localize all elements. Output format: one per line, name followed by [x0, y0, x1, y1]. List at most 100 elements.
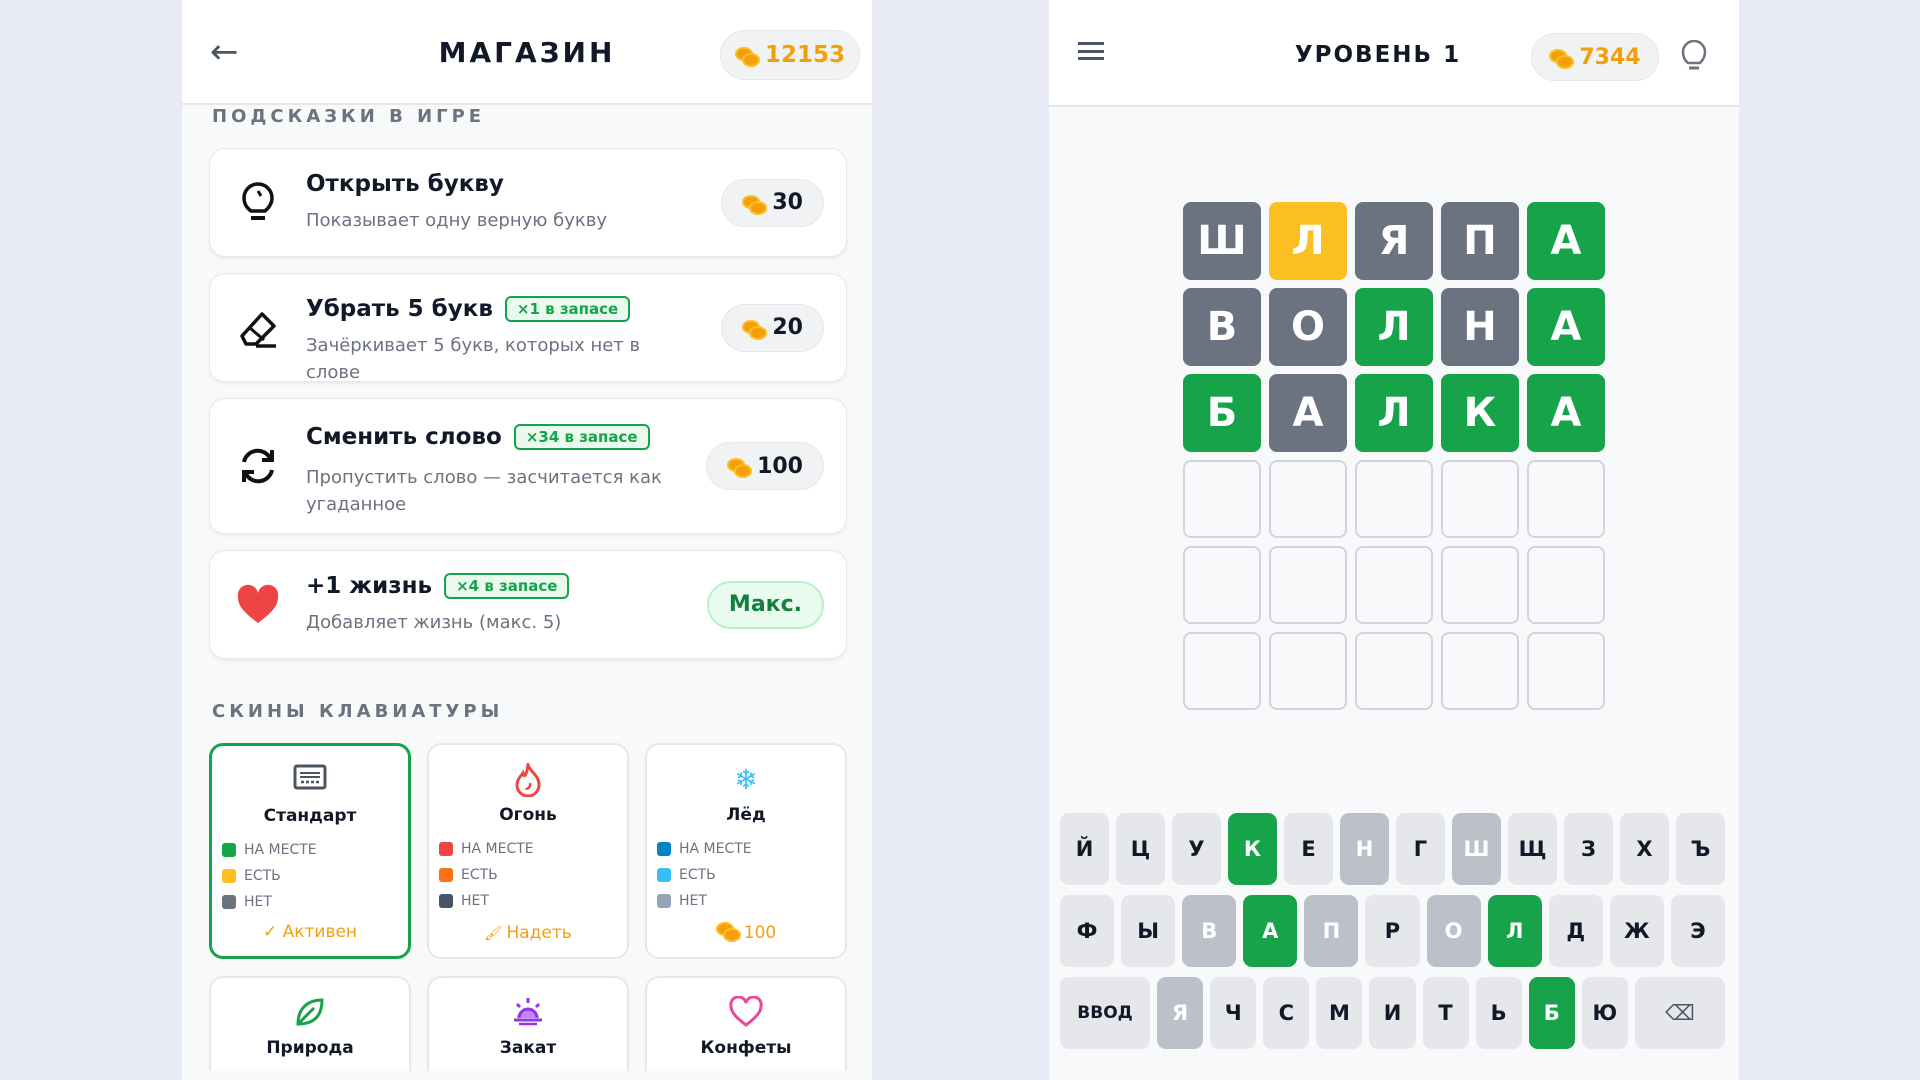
board-tile: [1183, 632, 1261, 710]
skin-card[interactable]: Закат: [427, 976, 629, 1071]
buy-hint-button[interactable]: 20: [721, 303, 824, 352]
letter-key[interactable]: Б: [1528, 977, 1575, 1049]
skin-action[interactable]: 100: [647, 922, 845, 943]
letter-key[interactable]: Ч: [1210, 977, 1257, 1049]
hint-title-row: Убрать 5 букв ×1 в запасе: [306, 296, 631, 322]
hint-title-row: Открыть букву: [306, 171, 504, 197]
skins-section-title: СКИНЫ КЛАВИАТУРЫ: [212, 701, 504, 722]
letter-key[interactable]: Д: [1548, 895, 1603, 967]
letter-key[interactable]: К: [1228, 813, 1277, 885]
max-button[interactable]: Макс.: [706, 580, 824, 629]
shop-screen: ← МАГАЗИН 12153 ПОДСКАЗКИ В ИГРЕ Открыть…: [182, 0, 872, 1080]
letter-key[interactable]: Г: [1396, 813, 1445, 885]
board-tile: А: [1527, 288, 1605, 366]
letter-key[interactable]: З: [1564, 813, 1613, 885]
hint-description: Показывает одну верную букву: [306, 210, 608, 231]
coin-icon: [742, 319, 768, 340]
letter-key[interactable]: Ю: [1581, 977, 1628, 1049]
letter-key[interactable]: Я: [1157, 977, 1204, 1049]
letter-key[interactable]: Й: [1060, 813, 1109, 885]
coin-balance[interactable]: 12153: [720, 30, 860, 80]
letter-key[interactable]: А: [1243, 895, 1298, 967]
letter-key[interactable]: Х: [1620, 813, 1669, 885]
legend-label: НЕТ: [679, 893, 707, 909]
skin-name: Стандарт: [263, 806, 357, 826]
heart-outline-icon: [729, 995, 763, 1030]
stock-badge: ×34 в запасе: [513, 424, 650, 450]
skin-card[interactable]: Конфеты: [645, 976, 847, 1071]
buy-hint-button[interactable]: 100: [706, 442, 824, 490]
coin-icon: [715, 922, 741, 942]
letter-key[interactable]: Ъ: [1676, 813, 1725, 885]
letter-key[interactable]: Т: [1422, 977, 1469, 1049]
letter-key[interactable]: И: [1369, 977, 1416, 1049]
legend-item: НЕТ: [222, 894, 272, 910]
skin-name: Закат: [499, 1038, 557, 1058]
coin-balance[interactable]: 7344: [1531, 33, 1659, 81]
hint-button[interactable]: [1681, 39, 1707, 74]
board-tile: Б: [1183, 374, 1261, 452]
skin-action[interactable]: ✓ Активен: [212, 922, 408, 942]
fire-icon: [511, 759, 545, 798]
game-header: УРОВЕНЬ 1 7344: [1049, 0, 1739, 107]
coin-count: 12153: [764, 42, 846, 68]
letter-key[interactable]: Е: [1284, 813, 1333, 885]
letter-key[interactable]: Н: [1340, 813, 1389, 885]
hint-card: Открыть букву Показывает одну верную букв…: [209, 148, 847, 257]
back-button[interactable]: ←: [210, 32, 239, 72]
board-tile: [1527, 546, 1605, 624]
coin-count: 7344: [1579, 44, 1641, 70]
legend-label: НА МЕСТЕ: [679, 841, 752, 857]
board-tile: [1183, 460, 1261, 538]
skin-card[interactable]: ❄ Лёд НА МЕСТЕ ЕСТЬ НЕТ 100: [645, 743, 847, 959]
board-tile: [1355, 460, 1433, 538]
color-swatch: [222, 895, 236, 909]
skin-action-label: 100: [743, 923, 777, 943]
buy-hint-button[interactable]: 30: [721, 178, 824, 227]
letter-key[interactable]: О: [1426, 895, 1481, 967]
skin-name: Конфеты: [700, 1038, 792, 1058]
hint-description: Зачёркивает 5 букв, которых нет в слове: [306, 335, 641, 383]
letter-key[interactable]: В: [1182, 895, 1237, 967]
skin-action[interactable]: 🖌 Надеть: [429, 923, 627, 943]
menu-button[interactable]: [1078, 42, 1104, 60]
skin-card[interactable]: Природа: [209, 976, 411, 1071]
legend-label: НА МЕСТЕ: [244, 842, 317, 858]
skin-card[interactable]: Стандарт НА МЕСТЕ ЕСТЬ НЕТ ✓ Активен: [209, 743, 411, 959]
letter-key[interactable]: Э: [1670, 895, 1725, 967]
letter-key[interactable]: М: [1316, 977, 1363, 1049]
keyboard-icon: [293, 764, 327, 798]
letter-key[interactable]: Ж: [1609, 895, 1664, 967]
backspace-key[interactable]: ⌫: [1634, 977, 1725, 1049]
letter-key[interactable]: Ь: [1475, 977, 1522, 1049]
legend-label: НА МЕСТЕ: [461, 841, 534, 857]
skin-name: Природа: [266, 1038, 354, 1058]
letter-key[interactable]: С: [1263, 977, 1310, 1049]
color-swatch: [222, 869, 236, 883]
coin-icon: [742, 194, 768, 215]
board-tile: А: [1269, 374, 1347, 452]
board-tile: Л: [1269, 202, 1347, 280]
heart-icon: [236, 583, 280, 627]
letter-key[interactable]: Щ: [1508, 813, 1557, 885]
board-tile: К: [1441, 374, 1519, 452]
board-tile: Ш: [1183, 202, 1261, 280]
board-tile: Н: [1441, 288, 1519, 366]
letter-key[interactable]: Ш: [1452, 813, 1501, 885]
letter-key[interactable]: П: [1304, 895, 1359, 967]
letter-key[interactable]: Р: [1365, 895, 1420, 967]
skin-card[interactable]: Огонь НА МЕСТЕ ЕСТЬ НЕТ 🖌 Надеть: [427, 743, 629, 959]
letter-key[interactable]: Ы: [1121, 895, 1176, 967]
board-tile: А: [1527, 374, 1605, 452]
enter-key[interactable]: ВВОД: [1060, 977, 1151, 1049]
letter-key[interactable]: У: [1172, 813, 1221, 885]
hint-description: Добавляет жизнь (макс. 5): [306, 612, 562, 633]
hint-title: Убрать 5 букв: [306, 296, 493, 322]
letter-key[interactable]: Л: [1487, 895, 1542, 967]
board-tile: [1269, 460, 1347, 538]
letter-key[interactable]: Ф: [1060, 895, 1115, 967]
lightbulb-icon: [1681, 39, 1707, 70]
letter-key[interactable]: Ц: [1116, 813, 1165, 885]
hint-title: Открыть букву: [306, 171, 504, 197]
